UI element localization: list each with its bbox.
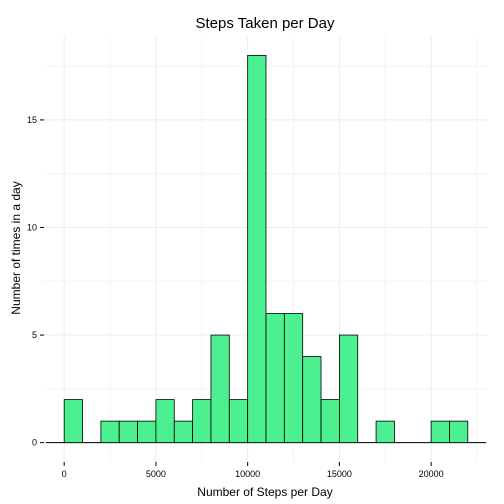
histogram-bar [302, 356, 322, 444]
histogram-bar [228, 399, 249, 444]
y-axis-ticks: 0 5 10 15 [27, 115, 44, 448]
histogram-bar [247, 54, 267, 444]
y-tick-label: 10 [27, 222, 37, 232]
histogram-bar [100, 420, 120, 444]
histogram-bar [320, 399, 340, 444]
chart-title: Steps Taken per Day [196, 15, 335, 32]
histogram-bar [265, 313, 285, 444]
histogram-bar [430, 420, 450, 444]
x-axis-ticks: 0 5000 10000 15000 20000 [62, 462, 444, 479]
x-tick-label: 20000 [419, 469, 444, 479]
y-tick-label: 0 [32, 438, 37, 448]
y-tick-label: 5 [32, 330, 37, 340]
histogram-bar [137, 420, 157, 444]
histogram-bar [449, 420, 469, 444]
x-tick-label: 0 [62, 469, 67, 479]
histogram-bar [210, 334, 230, 444]
x-axis-title: Number of Steps per Day [197, 485, 332, 499]
histogram-bar [375, 420, 395, 444]
histogram-bar [192, 399, 212, 444]
y-tick-label: 15 [27, 115, 37, 125]
x-tick-label: 15000 [327, 469, 352, 479]
histogram-bar [155, 399, 175, 444]
histogram-bar [173, 420, 194, 444]
histogram-bar [63, 399, 83, 444]
x-tick-label: 10000 [235, 469, 260, 479]
histogram-bar [338, 334, 359, 444]
histogram-bar [283, 313, 304, 444]
y-axis-title: Number of times in a day [9, 181, 23, 314]
histogram-bar [118, 420, 138, 444]
x-tick-label: 5000 [146, 469, 166, 479]
bars [63, 54, 469, 444]
